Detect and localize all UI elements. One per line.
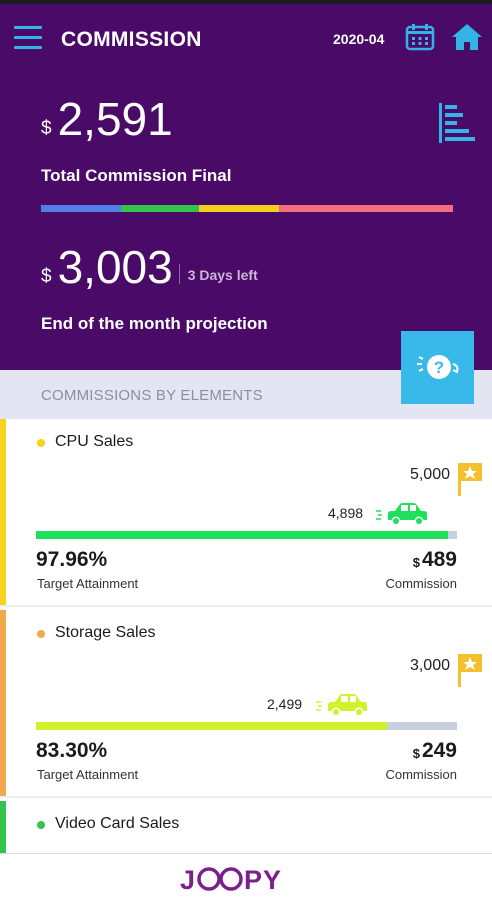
- total-commission-label: Total Commission Final: [41, 166, 232, 185]
- element-dot: [37, 821, 45, 829]
- car-progress-icon: [376, 503, 427, 526]
- element-dot: [37, 630, 45, 638]
- svg-text:J: J: [180, 865, 196, 894]
- card-accent: [0, 610, 6, 796]
- element-card-cpu-sales[interactable]: CPU Sales 5,000 4,898 97.96% Target Atta…: [0, 419, 492, 607]
- projection-label: End of the month projection: [41, 314, 268, 333]
- currency-symbol: $: [41, 266, 52, 287]
- car-progress-icon: [316, 694, 367, 717]
- projection-value: 3,003: [57, 241, 173, 293]
- commission-amount: $ 249: [413, 739, 457, 763]
- current-value: 4,898: [328, 505, 364, 521]
- page-title: COMMISSION: [61, 28, 202, 51]
- commission-color-bar: [41, 205, 453, 212]
- element-name: Video Card Sales: [55, 815, 180, 832]
- commission-header: COMMISSION 2020-04 $ 2,591 Total Commiss…: [0, 0, 492, 370]
- card-accent: [0, 419, 6, 605]
- svg-text:PY: PY: [244, 865, 282, 894]
- help-button[interactable]: ?: [401, 331, 474, 404]
- projection: $ 3,003 3 Days left: [41, 244, 258, 290]
- target-value: 3,000: [409, 657, 450, 674]
- element-card-storage-sales[interactable]: Storage Sales 3,000 2,499 83.30% Target …: [0, 610, 492, 798]
- section-title: COMMISSIONS BY ELEMENTS: [41, 387, 263, 404]
- help-question-icon: ?: [417, 355, 459, 379]
- target-flag-icon: [458, 463, 482, 496]
- home-icon[interactable]: [451, 23, 483, 51]
- element-name: Storage Sales: [55, 624, 156, 641]
- total-commission: $ 2,591: [41, 96, 173, 142]
- total-commission-value: 2,591: [57, 93, 173, 145]
- progress-fill: [36, 531, 449, 539]
- menu-icon[interactable]: [14, 26, 42, 50]
- calendar-icon[interactable]: [405, 23, 435, 51]
- currency-symbol: $: [41, 118, 52, 139]
- progress-fill: [36, 722, 387, 730]
- target-value: 5,000: [409, 466, 450, 483]
- currency-symbol: $: [412, 555, 420, 570]
- element-name: CPU Sales: [55, 433, 134, 450]
- current-value: 2,499: [267, 696, 303, 712]
- svg-text:?: ?: [434, 358, 444, 377]
- commission-label: Commission: [385, 767, 457, 782]
- progress-bar: [36, 531, 457, 539]
- period-label[interactable]: 2020-04: [333, 31, 385, 47]
- joopy-logo: J PY: [180, 865, 282, 894]
- commission-value: 249: [421, 739, 457, 762]
- attainment-value: 97.96%: [36, 548, 108, 571]
- target-flag-icon: [458, 654, 482, 687]
- status-bar: [0, 0, 492, 4]
- days-left: 3 Days left: [187, 267, 258, 283]
- attainment-value: 83.30%: [36, 739, 108, 762]
- bar-chart-icon[interactable]: [437, 101, 475, 145]
- element-dot: [37, 439, 45, 447]
- commission-value: 489: [421, 548, 457, 571]
- card-accent: [0, 801, 6, 861]
- commission-label: Commission: [385, 576, 457, 591]
- currency-symbol: $: [412, 746, 420, 761]
- attainment-label: Target Attainment: [37, 576, 139, 591]
- element-card-video-card-sales[interactable]: Video Card Sales: [0, 801, 492, 861]
- divider: [178, 264, 180, 284]
- attainment-label: Target Attainment: [37, 767, 139, 782]
- commission-amount: $ 489: [413, 548, 457, 572]
- progress-bar: [36, 722, 457, 730]
- footer: J PY: [0, 853, 492, 900]
